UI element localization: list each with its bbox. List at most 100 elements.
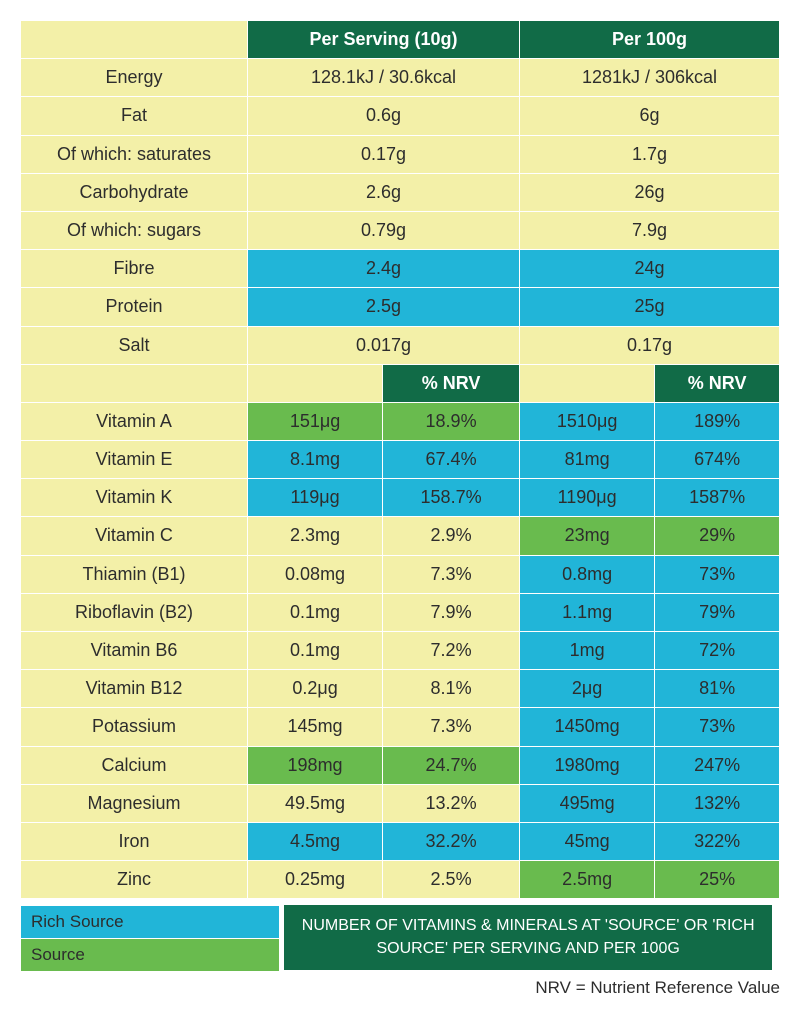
per100-nrv: 674% [655, 441, 780, 479]
nutrient-label: Energy [21, 59, 248, 97]
per100-value: 1.7g [520, 135, 780, 173]
serving-nrv: 7.2% [383, 632, 520, 670]
serving-value: 2.6g [248, 173, 520, 211]
per100-value: 26g [520, 173, 780, 211]
serving-value: 0.1mg [248, 593, 383, 631]
table-row: Vitamin C2.3mg2.9%23mg29% [21, 517, 780, 555]
per100-nrv: 79% [655, 593, 780, 631]
table-row: Of which: sugars0.79g7.9g [21, 211, 780, 249]
table-row: Protein2.5g25g [21, 288, 780, 326]
table-row: Zinc0.25mg2.5%2.5mg25% [21, 861, 780, 899]
serving-value: 2.3mg [248, 517, 383, 555]
serving-nrv: 7.9% [383, 593, 520, 631]
per100-value: 2μg [520, 670, 655, 708]
per100-nrv: 189% [655, 402, 780, 440]
serving-nrv: 24.7% [383, 746, 520, 784]
nutrient-label: Carbohydrate [21, 173, 248, 211]
nutrient-label: Iron [21, 822, 248, 860]
serving-value: 4.5mg [248, 822, 383, 860]
table-row: Vitamin A151μg18.9%1510μg189% [21, 402, 780, 440]
table-row: Vitamin K119μg158.7%1190μg1587% [21, 479, 780, 517]
per100-value: 6g [520, 97, 780, 135]
serving-nrv: 8.1% [383, 670, 520, 708]
serving-value: 2.4g [248, 250, 520, 288]
per100-value: 0.8mg [520, 555, 655, 593]
nutrient-label: Vitamin E [21, 441, 248, 479]
nutrient-label: Fat [21, 97, 248, 135]
table-row: Potassium145mg7.3%1450mg73% [21, 708, 780, 746]
per100-nrv: 73% [655, 555, 780, 593]
nrv-note: NRV = Nutrient Reference Value [20, 978, 780, 998]
header-blank [21, 21, 248, 59]
table-row: Riboflavin (B2)0.1mg7.9%1.1mg79% [21, 593, 780, 631]
nutrient-label: Vitamin C [21, 517, 248, 555]
per100-value: 1281kJ / 306kcal [520, 59, 780, 97]
per100-nrv: 1587% [655, 479, 780, 517]
nutrient-label: Thiamin (B1) [21, 555, 248, 593]
serving-nrv: 2.9% [383, 517, 520, 555]
table-row: Fibre2.4g24g [21, 250, 780, 288]
table-row: Vitamin B60.1mg7.2%1mg72% [21, 632, 780, 670]
per100-value: 81mg [520, 441, 655, 479]
per100-nrv: 81% [655, 670, 780, 708]
per100-nrv: 322% [655, 822, 780, 860]
nutrient-label: Magnesium [21, 784, 248, 822]
footnote: NUMBER OF VITAMINS & MINERALS AT 'SOURCE… [284, 905, 772, 970]
nutrient-label: Fibre [21, 250, 248, 288]
serving-value: 145mg [248, 708, 383, 746]
nutrient-label: Calcium [21, 746, 248, 784]
serving-nrv: 2.5% [383, 861, 520, 899]
table-row: Fat0.6g6g [21, 97, 780, 135]
serving-value: 151μg [248, 402, 383, 440]
per100-value: 1510μg [520, 402, 655, 440]
nutrient-label: Riboflavin (B2) [21, 593, 248, 631]
legend-rich: Rich Source [21, 906, 280, 939]
serving-nrv: 18.9% [383, 402, 520, 440]
per100-nrv: 25% [655, 861, 780, 899]
nutrient-label: Vitamin B6 [21, 632, 248, 670]
legend-table: Rich Source Source [20, 905, 280, 972]
serving-value: 0.6g [248, 97, 520, 135]
per100-nrv: 72% [655, 632, 780, 670]
table-row: Iron4.5mg32.2%45mg322% [21, 822, 780, 860]
serving-value: 198mg [248, 746, 383, 784]
serving-value: 0.79g [248, 211, 520, 249]
header-per-serving: Per Serving (10g) [248, 21, 520, 59]
nutrient-label: Protein [21, 288, 248, 326]
serving-value: 2.5g [248, 288, 520, 326]
per100-value: 45mg [520, 822, 655, 860]
per100-value: 1mg [520, 632, 655, 670]
header-nrv-100g: % NRV [655, 364, 780, 402]
table-row: Magnesium49.5mg13.2%495mg132% [21, 784, 780, 822]
per100-nrv: 247% [655, 746, 780, 784]
nutrient-label: Of which: sugars [21, 211, 248, 249]
per100-value: 23mg [520, 517, 655, 555]
per100-value: 1.1mg [520, 593, 655, 631]
serving-value: 119μg [248, 479, 383, 517]
nutrient-label: Of which: saturates [21, 135, 248, 173]
serving-value: 8.1mg [248, 441, 383, 479]
serving-value: 0.25mg [248, 861, 383, 899]
serving-nrv: 7.3% [383, 555, 520, 593]
serving-value: 128.1kJ / 30.6kcal [248, 59, 520, 97]
table-row: Of which: saturates0.17g1.7g [21, 135, 780, 173]
nutrient-label: Vitamin A [21, 402, 248, 440]
serving-nrv: 7.3% [383, 708, 520, 746]
per100-value: 24g [520, 250, 780, 288]
serving-nrv: 158.7% [383, 479, 520, 517]
serving-nrv: 13.2% [383, 784, 520, 822]
serving-value: 0.08mg [248, 555, 383, 593]
serving-nrv: 32.2% [383, 822, 520, 860]
per100-value: 0.17g [520, 326, 780, 364]
serving-nrv: 67.4% [383, 441, 520, 479]
serving-value: 0.1mg [248, 632, 383, 670]
table-row: Energy128.1kJ / 30.6kcal1281kJ / 306kcal [21, 59, 780, 97]
per100-value: 1450mg [520, 708, 655, 746]
nutrient-label: Vitamin B12 [21, 670, 248, 708]
per100-nrv: 73% [655, 708, 780, 746]
nutrition-table: Per Serving (10g)Per 100gEnergy128.1kJ /… [20, 20, 780, 899]
nutrient-label: Potassium [21, 708, 248, 746]
per100-value: 495mg [520, 784, 655, 822]
per100-nrv: 132% [655, 784, 780, 822]
legend-source: Source [21, 939, 280, 972]
